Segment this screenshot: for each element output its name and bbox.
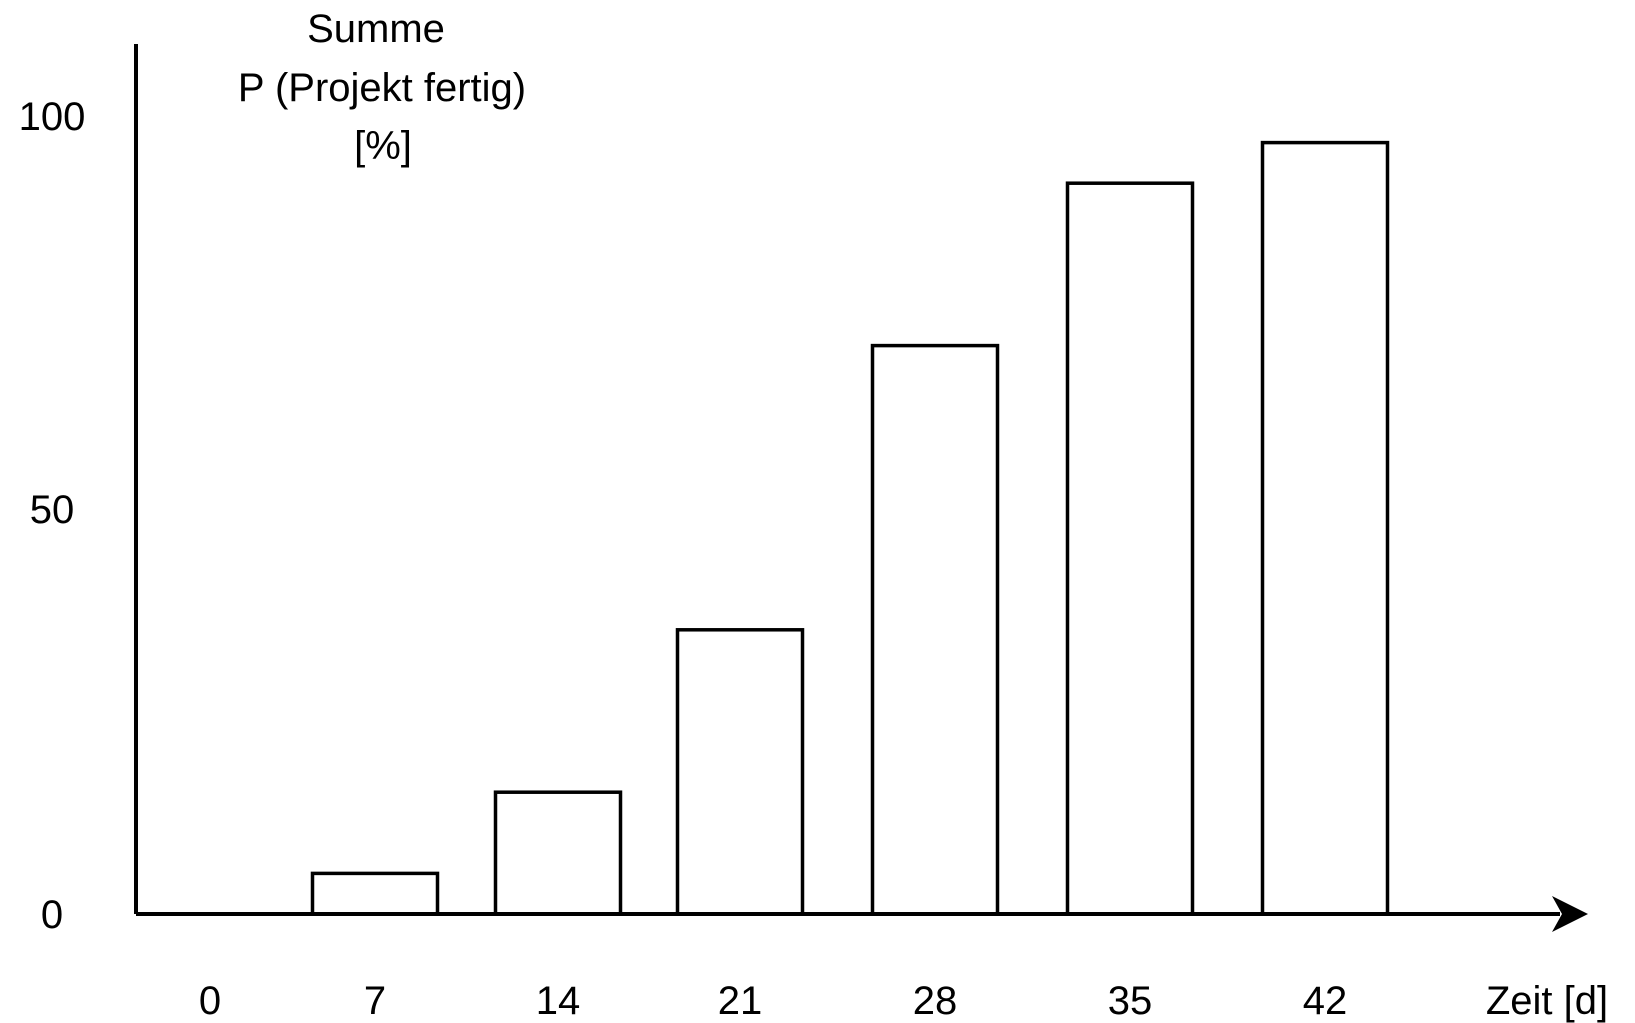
x-tick-label-42: 42 bbox=[1303, 979, 1348, 1023]
bar-7 bbox=[310, 871, 440, 916]
y-tick-label-50: 50 bbox=[30, 488, 75, 532]
y-tick-label-100: 100 bbox=[19, 95, 86, 139]
x-axis-title: Zeit [d] bbox=[1486, 979, 1608, 1023]
x-axis-arrowhead bbox=[1552, 896, 1588, 932]
bar-14 bbox=[493, 790, 623, 916]
y-tick-label-0: 0 bbox=[41, 893, 63, 937]
bar-35 bbox=[1065, 181, 1195, 916]
x-tick-label-21: 21 bbox=[718, 979, 763, 1023]
bar-42 bbox=[1260, 140, 1390, 916]
x-tick-label-35: 35 bbox=[1108, 979, 1153, 1023]
y-axis-title-line-1: Summe bbox=[307, 7, 445, 51]
x-tick-label-14: 14 bbox=[536, 979, 581, 1023]
x-tick-labels: 0 7 14 21 28 35 42 bbox=[199, 979, 1347, 1023]
y-axis-title-line-2: P (Projekt fertig) bbox=[238, 66, 526, 110]
x-tick-label-0: 0 bbox=[199, 979, 221, 1023]
bar-21 bbox=[675, 628, 805, 916]
bars-group bbox=[310, 140, 1390, 916]
x-tick-label-7: 7 bbox=[364, 979, 386, 1023]
x-tick-label-28: 28 bbox=[913, 979, 958, 1023]
y-tick-labels: 0 50 100 bbox=[19, 95, 86, 937]
bar-28 bbox=[870, 343, 1000, 916]
y-axis-title-line-3: [%] bbox=[354, 124, 412, 168]
